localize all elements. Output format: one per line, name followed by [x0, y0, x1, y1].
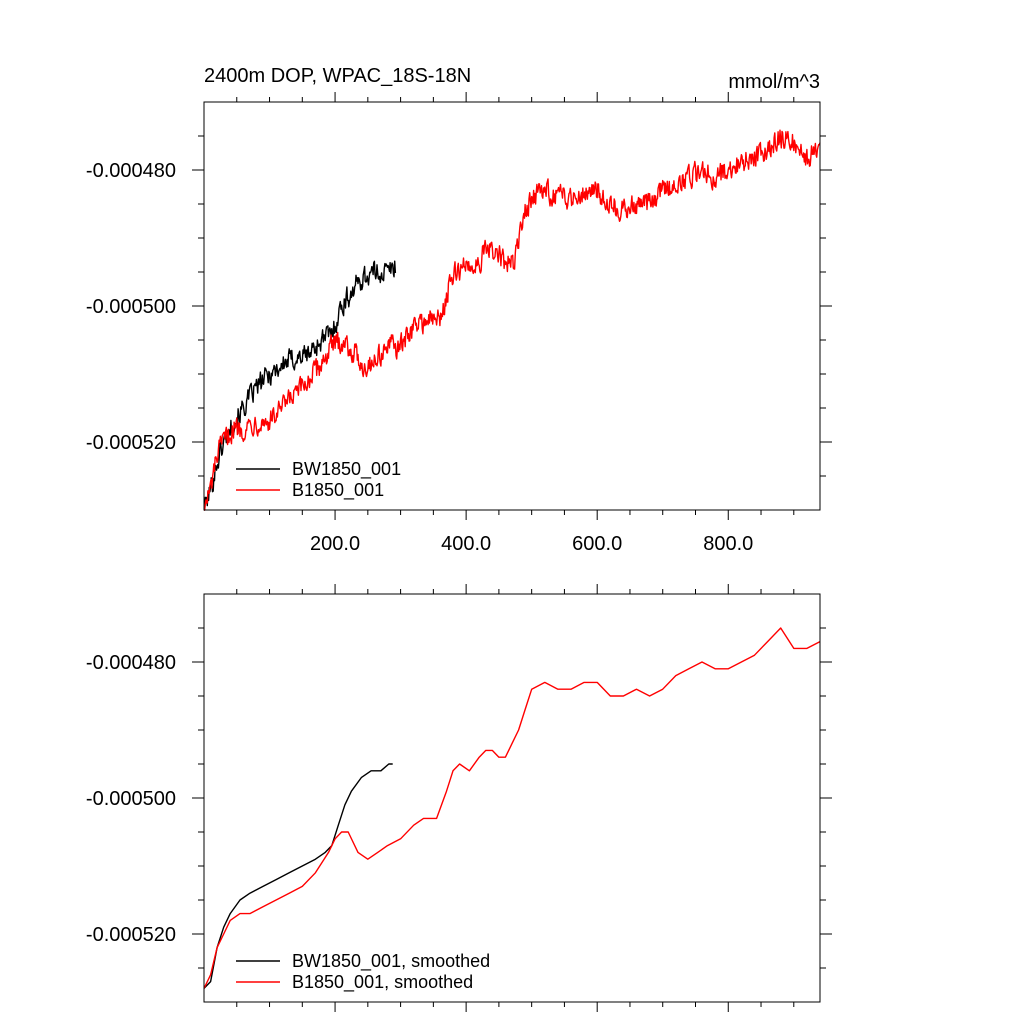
y-tick-label: -0.000500: [86, 788, 176, 810]
legend: BW1850_001 B1850_001: [236, 459, 401, 501]
y-tick-label: -0.000480: [86, 652, 176, 674]
y-tick-label: -0.000500: [86, 296, 176, 318]
x-tick-label: 800.0: [703, 533, 753, 555]
chart-title: 2400m DOP, WPAC_18S-18N: [204, 65, 471, 87]
top-panel: 2400m DOP, WPAC_18S-18N mmol/m^3 200.0 40…: [86, 65, 832, 555]
plot-frame: [203, 593, 821, 1003]
series-line-bw1850-001-smoothed: [203, 763, 393, 989]
x-tick-label: 600.0: [572, 533, 622, 555]
legend: BW1850_001, smoothed B1850_001, smoothed: [236, 951, 490, 993]
series-line-b1850-001: [204, 129, 821, 511]
units-label: mmol/m^3: [728, 71, 820, 93]
legend-label-bw1850: BW1850_001: [292, 459, 401, 480]
series-line-b1850-001-smoothed: [203, 627, 821, 989]
legend-label-b1850-smoothed: B1850_001, smoothed: [292, 972, 473, 993]
y-tick-label: -0.000480: [86, 160, 176, 182]
plot-frame: [203, 101, 821, 511]
y-tick-label: -0.000520: [86, 924, 176, 946]
legend-label-bw1850-smoothed: BW1850_001, smoothed: [292, 951, 490, 972]
x-tick-label: 200.0: [310, 533, 360, 555]
legend-label-b1850: B1850_001: [292, 480, 384, 501]
bottom-panel: -0.000480 -0.000500 -0.000520 BW1850_001, …: [86, 584, 832, 1012]
y-tick-label: -0.000520: [86, 432, 176, 454]
x-tick-label: 400.0: [441, 533, 491, 555]
